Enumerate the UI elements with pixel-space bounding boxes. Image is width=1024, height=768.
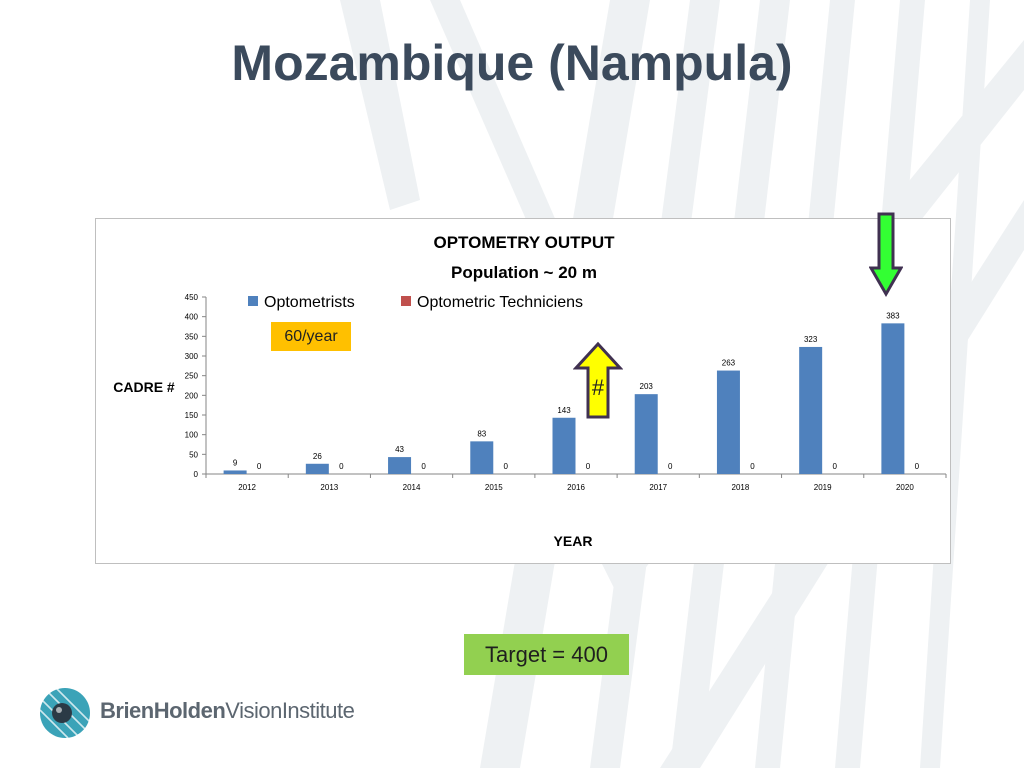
y-tick-label: 450 bbox=[185, 293, 199, 302]
x-tick-label: 2019 bbox=[814, 483, 832, 492]
x-tick-label: 2018 bbox=[732, 483, 750, 492]
bar-optometrists bbox=[716, 370, 740, 474]
logo-name-bold: BrienHolden bbox=[100, 698, 226, 723]
y-tick-label: 150 bbox=[185, 411, 199, 420]
x-tick-label: 2020 bbox=[896, 483, 914, 492]
chart-frame: OPTOMETRY OUTPUT Population ~ 20 m CADRE #… bbox=[95, 218, 951, 564]
bar-chart: OPTOMETRY OUTPUT Population ~ 20 m CADRE #… bbox=[113, 233, 947, 549]
eye-icon bbox=[39, 687, 91, 739]
bar-optometrists bbox=[223, 470, 247, 474]
data-label: 0 bbox=[586, 462, 591, 471]
data-label: 0 bbox=[832, 462, 837, 471]
x-axis-label: YEAR bbox=[554, 533, 593, 549]
chart-title: OPTOMETRY OUTPUT bbox=[433, 233, 615, 252]
bar-optometrists bbox=[881, 323, 905, 474]
data-label: 43 bbox=[395, 445, 404, 454]
x-tick-label: 2017 bbox=[649, 483, 667, 492]
x-tick-label: 2012 bbox=[238, 483, 256, 492]
bar-optometrists bbox=[552, 417, 576, 474]
y-tick-label: 350 bbox=[185, 332, 199, 341]
bar-optometrists bbox=[799, 346, 823, 474]
data-label: 263 bbox=[722, 359, 736, 368]
x-tick-label: 2015 bbox=[485, 483, 503, 492]
y-tick-label: 200 bbox=[185, 391, 199, 400]
data-label: 0 bbox=[915, 462, 920, 471]
y-tick-label: 300 bbox=[185, 352, 199, 361]
y-tick-label: 400 bbox=[185, 313, 199, 322]
y-axis-label: CADRE # bbox=[113, 379, 175, 395]
legend-swatch-1 bbox=[248, 296, 258, 306]
rate-callout: 60/year bbox=[271, 322, 351, 351]
marker-symbol: # bbox=[592, 375, 605, 400]
x-tick-label: 2014 bbox=[403, 483, 421, 492]
legend-swatch-2 bbox=[401, 296, 411, 306]
data-label: 83 bbox=[477, 429, 486, 438]
logo-name-regular: VisionInstitute bbox=[225, 698, 355, 723]
data-label: 0 bbox=[339, 462, 344, 471]
data-label: 0 bbox=[668, 462, 673, 471]
y-tick-label: 50 bbox=[189, 450, 198, 459]
data-label: 203 bbox=[640, 382, 654, 391]
bar-optometrists bbox=[634, 394, 658, 474]
brien-holden-logo: BrienHoldenVisionInstitute bbox=[38, 686, 355, 740]
data-label: 9 bbox=[233, 458, 238, 467]
data-label: 323 bbox=[804, 335, 818, 344]
data-label: 143 bbox=[557, 406, 571, 415]
chart-subtitle: Population ~ 20 m bbox=[451, 263, 597, 282]
bar-optometrists bbox=[388, 457, 412, 474]
data-label: 26 bbox=[313, 452, 322, 461]
data-label: 0 bbox=[421, 462, 426, 471]
y-tick-label: 250 bbox=[185, 372, 199, 381]
down-arrow-icon bbox=[869, 212, 903, 298]
legend-label-1: Optometrists bbox=[264, 294, 355, 311]
y-tick-label: 0 bbox=[194, 470, 199, 479]
bar-optometrists bbox=[470, 441, 494, 474]
target-callout: Target = 400 bbox=[464, 634, 629, 675]
up-arrow-icon: # bbox=[573, 341, 623, 419]
slide-title: Mozambique (Nampula) bbox=[231, 35, 793, 91]
x-tick-label: 2013 bbox=[320, 483, 338, 492]
data-label: 383 bbox=[886, 311, 900, 320]
data-label: 0 bbox=[257, 462, 262, 471]
data-label: 0 bbox=[504, 462, 509, 471]
x-tick-label: 2016 bbox=[567, 483, 585, 492]
y-tick-label: 100 bbox=[185, 431, 199, 440]
legend-label-2: Optometric Techniciens bbox=[417, 294, 583, 311]
bar-optometrists bbox=[305, 463, 329, 474]
data-label: 0 bbox=[750, 462, 755, 471]
